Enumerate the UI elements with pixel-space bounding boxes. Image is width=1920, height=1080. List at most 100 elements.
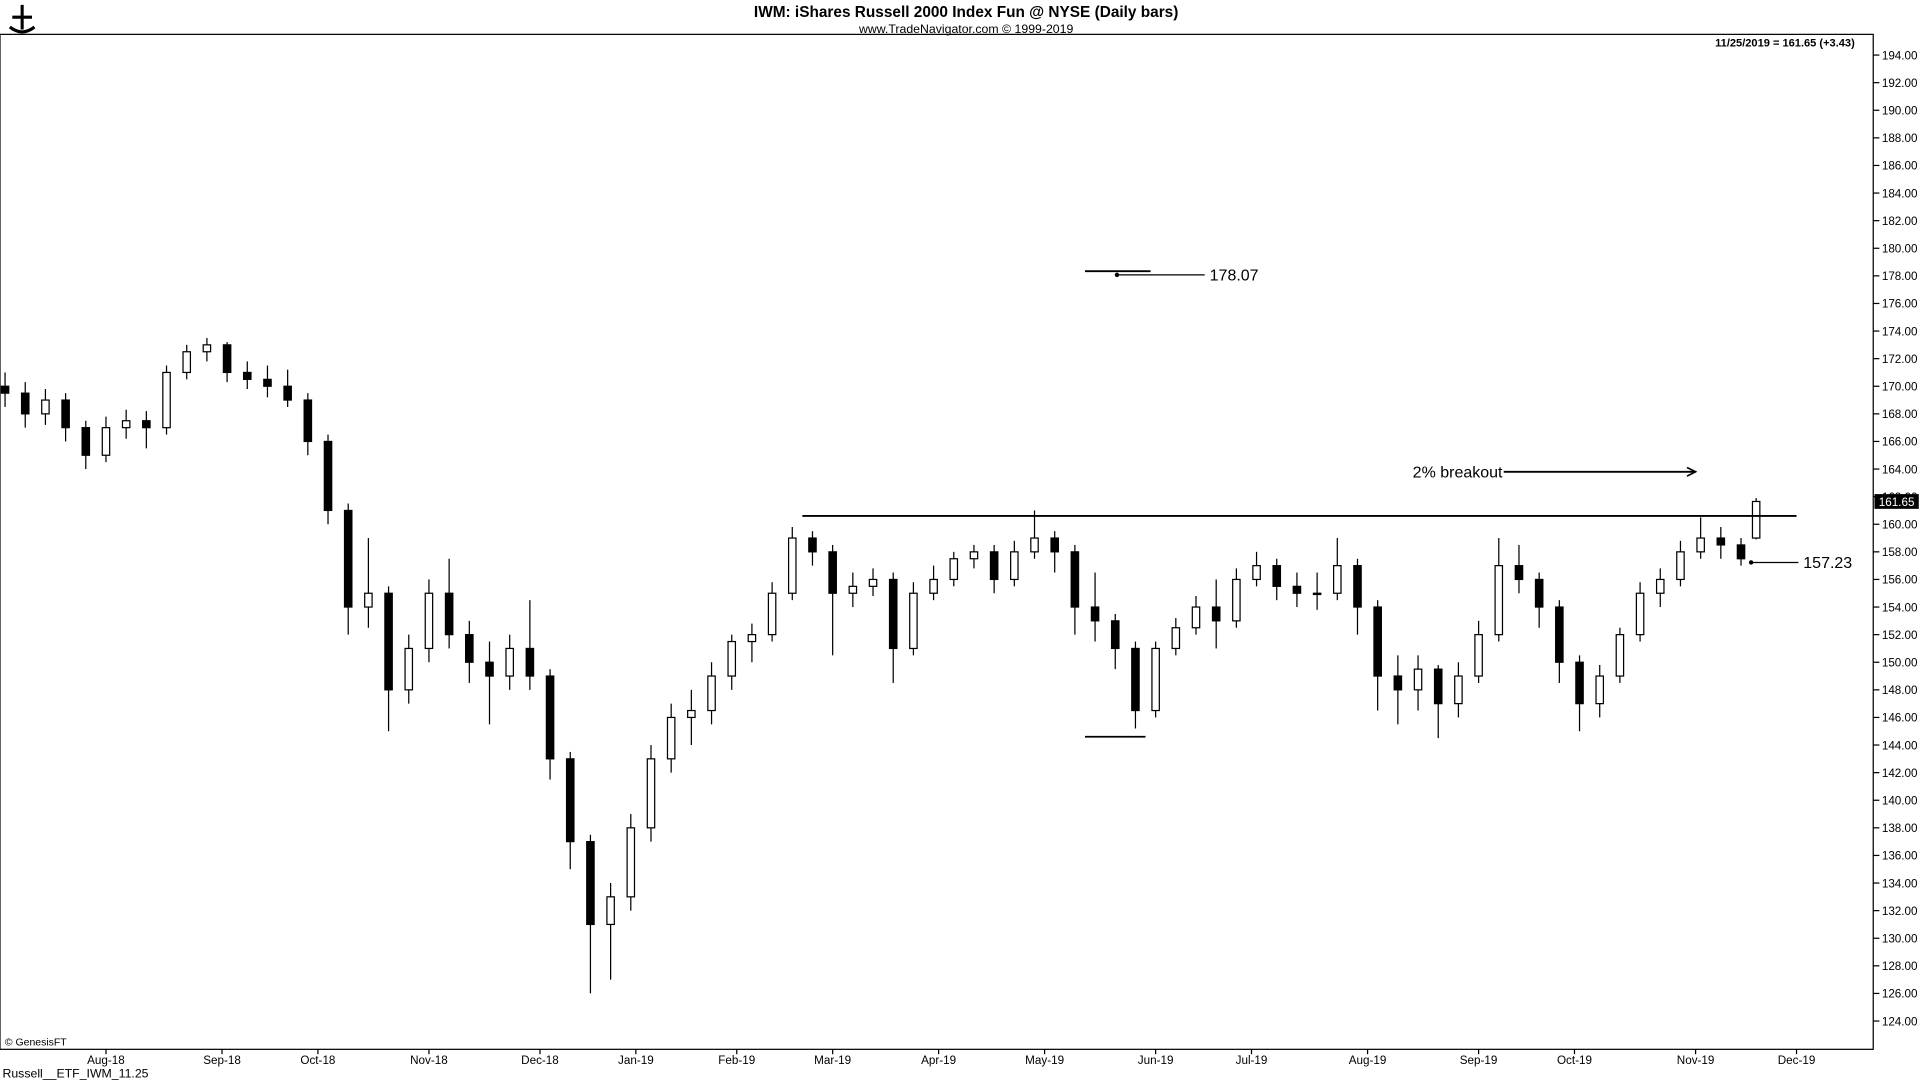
candle-body [1655,578,1665,594]
y-tick-label: 170.00 [1882,381,1918,394]
candle-body [1050,537,1060,553]
x-tick-label: Jun-19 [1138,1054,1174,1067]
chart-subtitle: www.TradeNavigator.com © 1999-2019 [858,22,1074,36]
y-tick-label: 192.00 [1882,77,1918,90]
x-tick-label: Apr-19 [921,1054,956,1067]
candle-body [505,647,514,677]
x-tick-label: Nov-18 [410,1054,448,1067]
y-tick-label: 164.00 [1882,463,1918,476]
candle-body [767,592,777,636]
candle-body [1030,537,1039,553]
candle-body [1090,606,1100,622]
y-tick-label: 176.00 [1882,298,1918,311]
last-price-header: 11/25/2019 = 161.65 (+3.43) [1715,38,1855,50]
last-price-tag [1874,494,1919,509]
candle-body [666,716,676,760]
y-tick-label: 152.00 [1882,629,1918,642]
candle-body [1696,537,1705,553]
y-tick-label: 166.00 [1882,436,1918,449]
x-tick-label: Sep-18 [203,1054,241,1067]
plot-frame [0,33,1874,1050]
candle-body [687,709,696,719]
x-tick-label: Feb-19 [718,1054,755,1067]
candle-body [848,585,858,594]
candle-body [545,675,555,760]
candle-body [81,427,91,456]
candle-body [1433,668,1443,705]
last-price-label: 161.65 [1879,496,1915,509]
y-tick-label: 140.00 [1882,795,1918,808]
candle-body [1211,606,1221,622]
y-tick-label: 186.00 [1882,160,1918,173]
x-tick-label: Sep-19 [1460,1054,1498,1067]
candle-body [989,551,999,581]
candle-body [1514,565,1524,581]
candle-body [1716,537,1726,546]
y-tick-label: 144.00 [1882,739,1918,752]
y-tick-label: 158.00 [1882,546,1918,559]
candle-body [707,675,716,712]
candle-body [465,634,474,663]
candle-body [424,592,434,650]
breakout-arrowhead [1686,466,1698,477]
y-tick-label: 156.00 [1882,574,1918,587]
candle-body [444,592,454,636]
candle-body [1272,565,1282,587]
candle-body [1312,592,1322,596]
y-tick-label: 138.00 [1882,822,1918,835]
candle-body [808,537,817,553]
y-tick-label: 134.00 [1882,877,1918,890]
candle-body [1070,551,1080,608]
candle-body [1595,675,1605,705]
candle-body [162,371,171,429]
candle-body [747,634,757,643]
candle-body [1232,578,1241,622]
y-tick-label: 184.00 [1882,187,1918,200]
candle-body [828,551,837,594]
candle-body [969,551,979,560]
y-tick-label: 160.00 [1882,519,1918,532]
candle-body [323,440,333,512]
x-tick-label: Oct-19 [1557,1054,1592,1067]
candle-body [929,578,938,594]
x-tick-label: Aug-18 [87,1054,125,1067]
candle-body [727,640,737,677]
y-tick-label: 136.00 [1882,850,1918,863]
chart-title: IWM: iShares Russell 2000 Index Fun @ NY… [754,4,1178,21]
candle-body [1454,675,1463,705]
candle-body [41,399,50,415]
candle-body [1615,634,1625,677]
y-tick-label: 154.00 [1882,601,1918,614]
candle-body [1413,668,1423,691]
candle-body [565,758,575,843]
candle-body [404,647,414,691]
candle-body [1110,620,1120,650]
candle-body [101,427,111,456]
candle-body [1676,551,1685,581]
candle-body [61,399,70,429]
target-label: 178.07 [1210,267,1259,284]
candle-body [626,827,636,898]
candle-body [303,399,313,443]
y-tick-label: 178.00 [1882,270,1918,283]
y-tick-label: 190.00 [1882,105,1918,118]
candle-body [121,420,131,429]
x-tick-label: May-19 [1025,1054,1064,1067]
candle-body [1575,661,1584,705]
y-tick-label: 142.00 [1882,767,1918,780]
candle-body [1534,578,1544,608]
candle-body [1131,647,1140,712]
y-tick-label: 126.00 [1882,988,1918,1001]
copyright: © GenesisFT [5,1038,67,1049]
candle-body [1474,634,1483,677]
candle-body [1292,585,1302,594]
candle-body [242,371,252,380]
candle-body [606,896,615,926]
candle-body [949,558,959,581]
candle-body [20,392,30,415]
candle-body [0,385,10,394]
candle-body [1393,675,1403,691]
breakout-label: 2% breakout [1413,464,1503,481]
